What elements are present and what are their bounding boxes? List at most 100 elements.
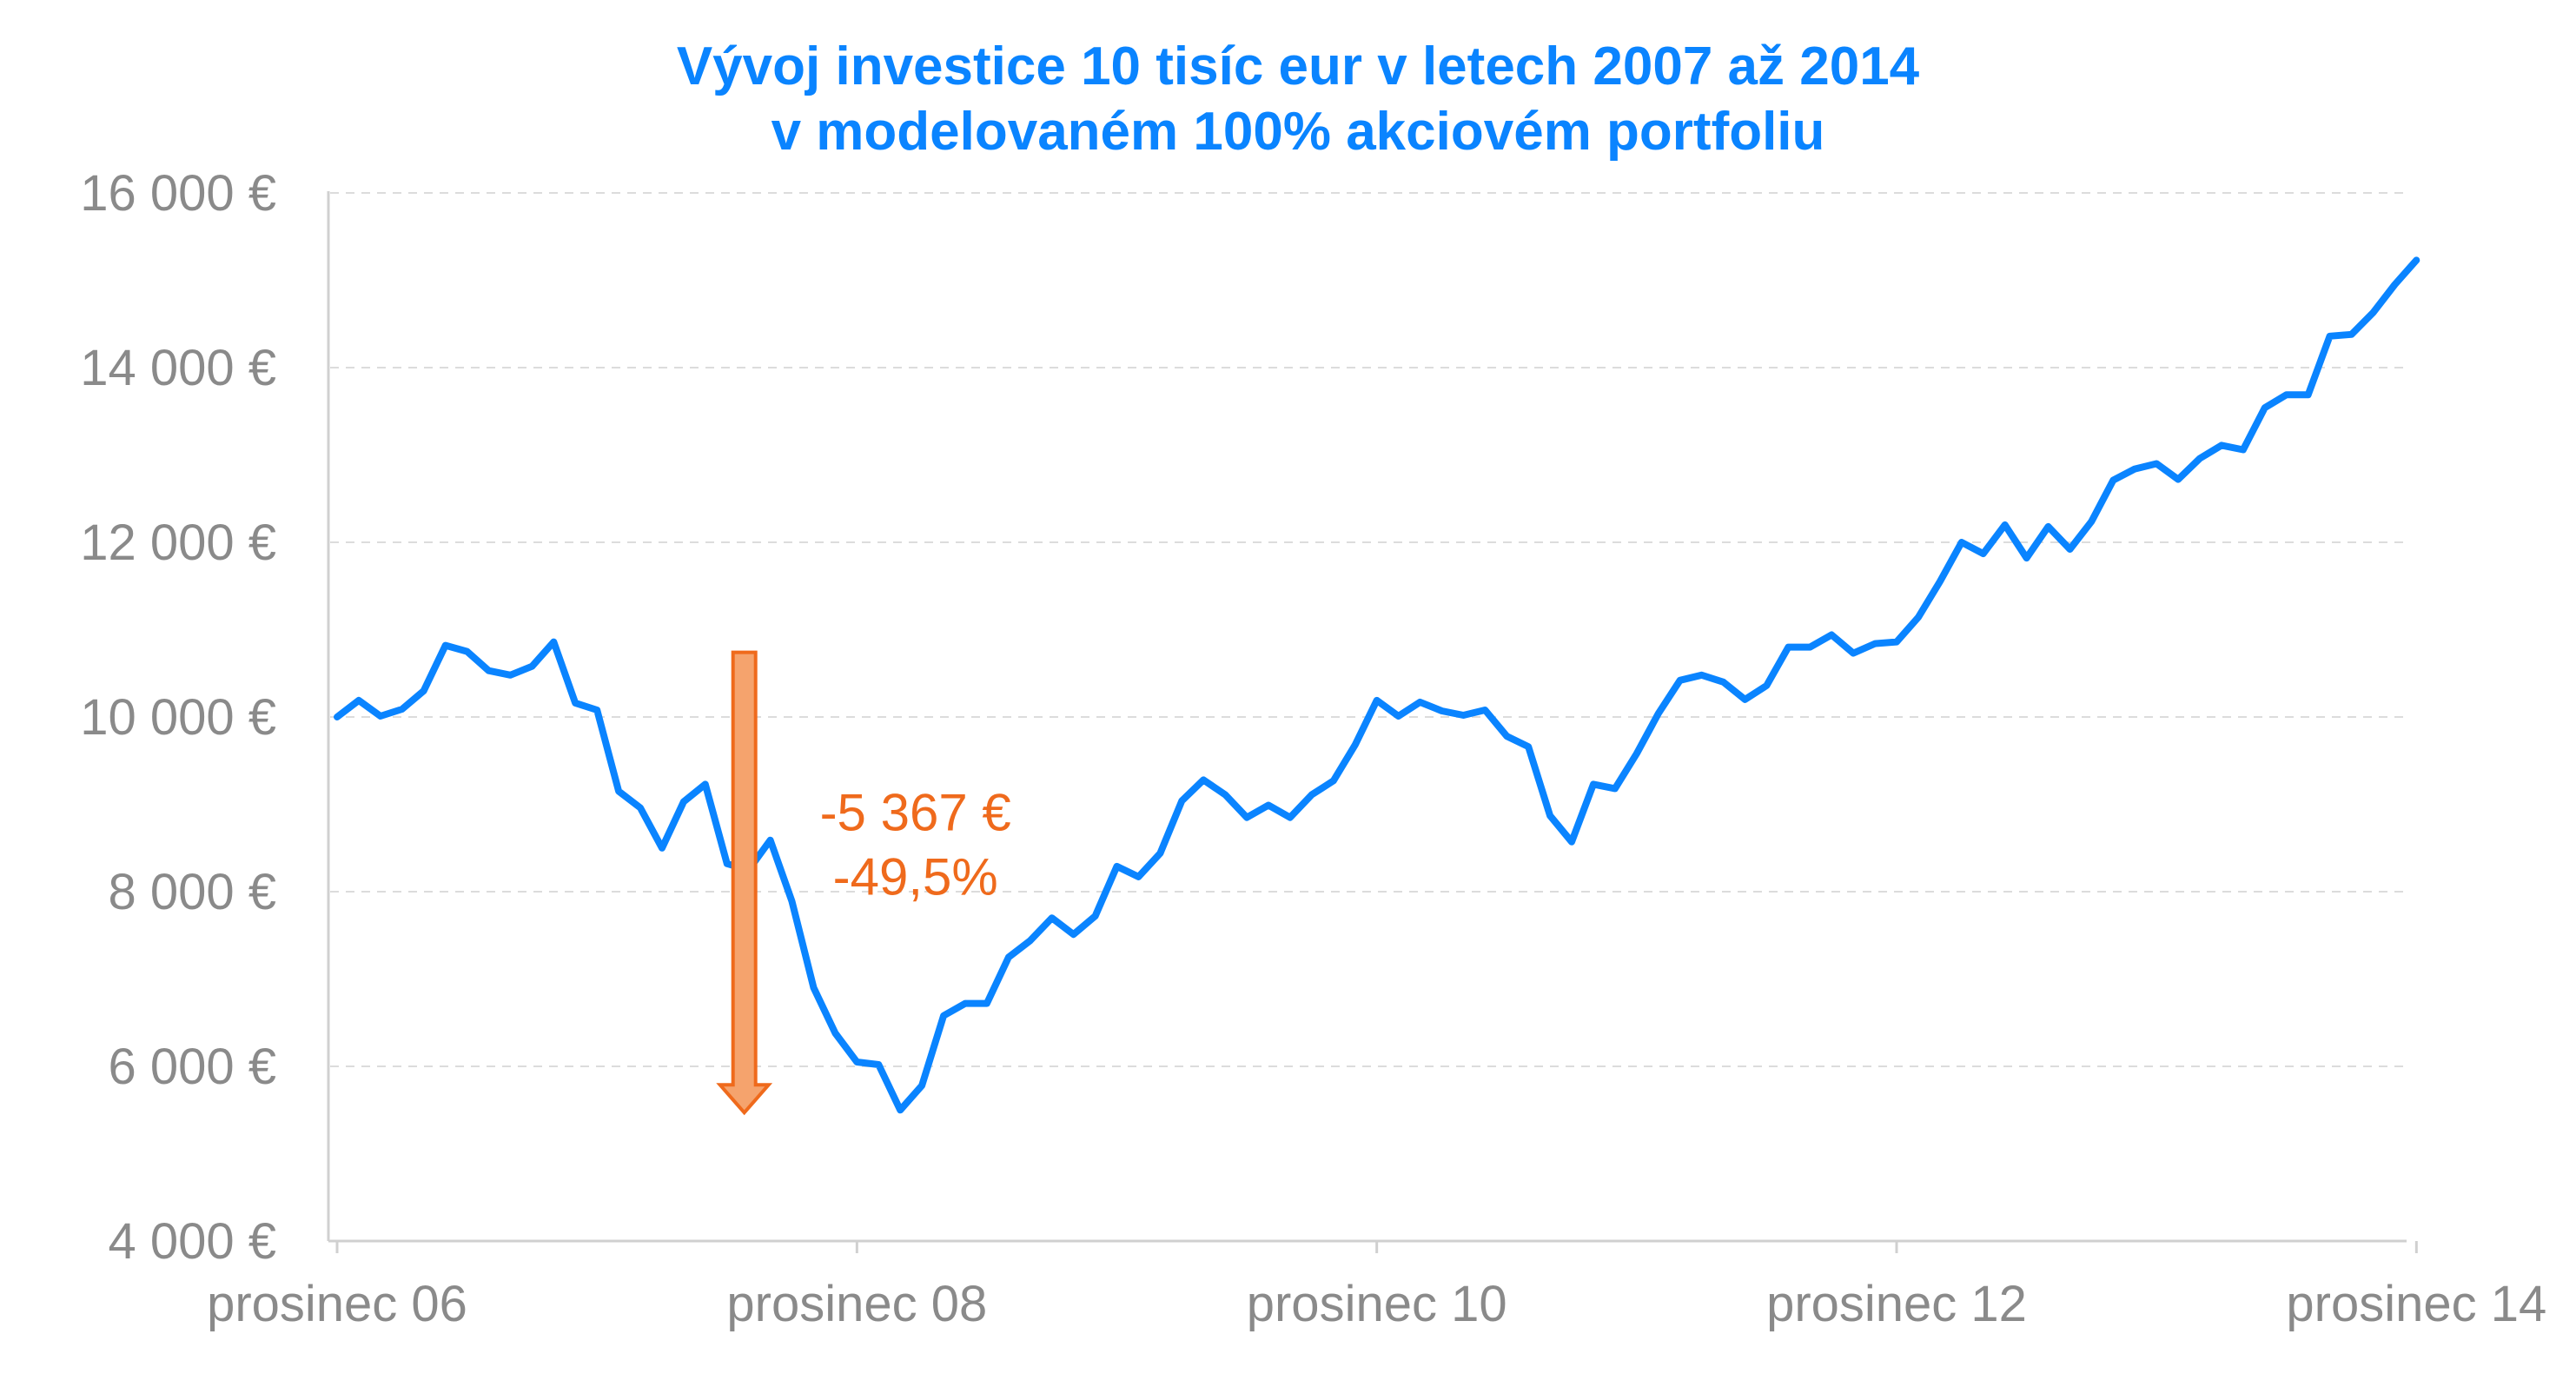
- data-point: [2261, 405, 2268, 411]
- data-point: [1720, 679, 1726, 685]
- data-point: [2175, 476, 2182, 482]
- data-point: [1092, 913, 1098, 919]
- data-point: [551, 639, 557, 645]
- data-point: [1526, 744, 1532, 750]
- data-point: [355, 697, 361, 703]
- data-point: [2414, 257, 2420, 263]
- drawdown-label-line-0: -5 367 €: [820, 784, 1011, 842]
- data-point: [1201, 777, 1207, 783]
- data-point: [1460, 713, 1467, 718]
- data-point: [616, 788, 622, 794]
- chart-title-line-2: v modelovaném 100% akciovém portfoliu: [771, 102, 1825, 162]
- data-point: [811, 985, 817, 991]
- data-point: [897, 1107, 904, 1113]
- data-point: [2240, 447, 2246, 453]
- data-point: [507, 672, 513, 678]
- annotation-layer: -5 367 € -49,5%: [716, 650, 1011, 1116]
- data-point: [1894, 639, 1899, 645]
- data-point: [1439, 708, 1445, 714]
- series-line-0: [334, 256, 2420, 1114]
- data-point: [983, 1000, 990, 1006]
- x-tick-label-2: prosinec 10: [1247, 1276, 1507, 1332]
- data-point: [2370, 309, 2376, 315]
- data-point: [1417, 699, 1423, 705]
- y-tick-label-5: 6 000 €: [108, 1039, 276, 1095]
- grid: [330, 192, 2407, 1067]
- y-tick-label-3: 10 000 €: [80, 689, 276, 746]
- data-point: [2154, 461, 2160, 467]
- data-point: [486, 667, 492, 674]
- data-point: [1980, 551, 1986, 557]
- data-point: [1395, 714, 1401, 719]
- drawdown-label-line-1: -49,5%: [833, 848, 998, 906]
- data-point: [724, 860, 730, 866]
- data-point: [2089, 518, 2095, 524]
- data-point: [963, 1000, 968, 1006]
- data-point: [941, 1012, 947, 1019]
- data-point: [1287, 814, 1293, 820]
- data-point: [1915, 614, 1921, 621]
- series-points-0: [334, 257, 2420, 1113]
- data-point: [1633, 751, 1639, 757]
- data-point: [594, 707, 600, 713]
- data-point: [1807, 644, 1813, 650]
- data-point: [2348, 331, 2354, 337]
- y-axis-tick-labels: 16 000 € 14 000 € 12 000 € 10 000 € 8 000 € 6…: [80, 165, 276, 1270]
- data-point: [1330, 778, 1336, 784]
- y-tick-label-0: 16 000 €: [80, 165, 276, 222]
- data-point: [767, 837, 773, 843]
- x-tick-label-4: prosinec 14: [2286, 1276, 2546, 1332]
- data-point: [1829, 632, 1835, 638]
- x-tick-label-0: prosinec 06: [207, 1276, 467, 1332]
- data-point: [1764, 682, 1770, 688]
- data-point: [2110, 477, 2116, 483]
- data-point: [1070, 932, 1076, 938]
- data-point: [876, 1062, 882, 1067]
- data-point: [1222, 792, 1228, 798]
- data-point: [1547, 813, 1553, 819]
- data-point: [1742, 696, 1748, 702]
- data-point: [1851, 650, 1857, 656]
- data-point: [1244, 814, 1250, 820]
- data-point: [1308, 792, 1314, 798]
- data-point: [1677, 677, 1683, 683]
- data-point: [1958, 540, 1964, 545]
- data-point: [659, 845, 665, 851]
- data-point: [919, 1083, 925, 1089]
- data-point: [399, 707, 405, 712]
- data-point: [1785, 644, 1791, 650]
- data-point: [702, 781, 708, 787]
- data-point: [377, 714, 383, 719]
- data-point: [2327, 333, 2333, 339]
- data-point: [1655, 711, 1661, 716]
- axes: [327, 191, 2418, 1253]
- data-point: [832, 1030, 838, 1036]
- data-point: [421, 687, 427, 694]
- data-point: [1699, 672, 1705, 678]
- data-point: [2023, 555, 2030, 561]
- data-point: [1612, 786, 1618, 792]
- y-tick-label-4: 8 000 €: [108, 864, 276, 920]
- drawdown-arrow-icon: [716, 650, 773, 1116]
- data-point: [529, 663, 535, 669]
- data-point: [573, 700, 579, 706]
- data-point: [1005, 954, 1011, 960]
- x-tick-label-1: prosinec 08: [726, 1276, 987, 1332]
- data-point: [1157, 850, 1163, 856]
- x-tick-label-3: prosinec 12: [1766, 1276, 2027, 1332]
- data-point: [2219, 442, 2224, 448]
- data-point: [1374, 697, 1380, 703]
- data-point: [680, 799, 686, 805]
- data-point: [1049, 915, 1055, 921]
- chart-title-line-1: Vývoj investice 10 tisíc eur v letech 20…: [677, 37, 1920, 96]
- data-point: [2067, 547, 2073, 552]
- data-point: [1266, 802, 1271, 808]
- x-axis-tick-labels: prosinec 06 prosinec 08 prosinec 10 prosine…: [207, 1276, 2546, 1332]
- y-tick-label-1: 14 000 €: [80, 340, 276, 396]
- data-point: [2305, 392, 2311, 398]
- data-point: [1482, 707, 1488, 713]
- y-tick-label-2: 12 000 €: [80, 514, 276, 571]
- data-point: [1352, 742, 1358, 748]
- data-point: [1027, 938, 1033, 944]
- data-point: [1937, 579, 1943, 585]
